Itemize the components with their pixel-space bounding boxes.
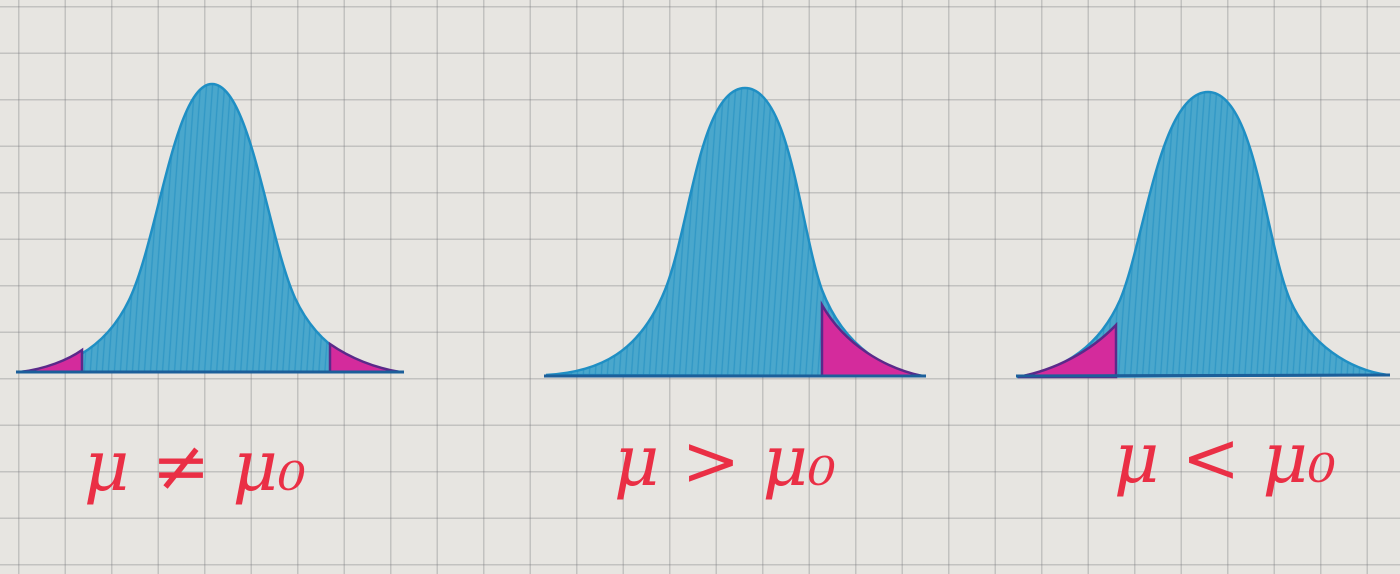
right-tail-region	[328, 341, 401, 374]
left-tail-region	[1017, 321, 1118, 379]
baseline	[1015, 373, 1391, 378]
bell-curve-hatching	[546, 88, 924, 376]
right-tailed-caption: μ > μ₀	[614, 420, 836, 502]
bell-curve-hatching	[1017, 92, 1388, 377]
left-tail-region	[19, 347, 84, 374]
two-tailed-diagram: μ ≠ μ₀	[16, 82, 404, 507]
left-tailed-diagram: μ < μ₀	[1015, 90, 1391, 499]
right-tailed-diagram: μ > μ₀	[544, 86, 926, 502]
two-tailed-caption: μ ≠ μ₀	[84, 425, 306, 507]
left-tailed-caption: μ < μ₀	[1114, 417, 1336, 499]
right-tail-region	[820, 300, 923, 378]
bell-curve-hatching	[18, 84, 402, 372]
